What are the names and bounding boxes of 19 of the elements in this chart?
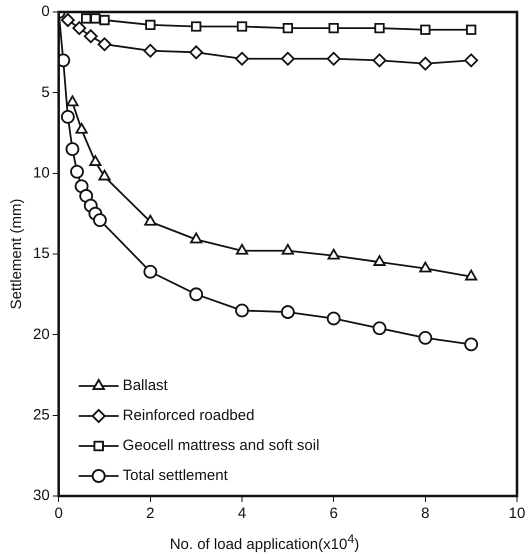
x-tick-label: 4 xyxy=(238,505,246,522)
y-tick-label: 25 xyxy=(32,406,50,424)
legend-label: Reinforced roadbed xyxy=(122,407,254,424)
x-axis-title: No. of load application(x10$^{4}$) xyxy=(168,532,360,553)
x-tick-label: 8 xyxy=(421,505,430,522)
y-tick-label: 15 xyxy=(32,245,50,262)
y-tick-label: 10 xyxy=(32,164,50,182)
y-tick-label: 0 xyxy=(41,3,50,20)
x-tick-label: 10 xyxy=(508,505,526,522)
y-tick-label: 5 xyxy=(41,84,50,101)
x-tick-label: 0 xyxy=(54,505,63,522)
legend-label: Total settlement xyxy=(122,467,229,484)
legend-label: Geocell mattress and soft soil xyxy=(122,437,320,454)
y-tick-label: 20 xyxy=(32,326,50,343)
x-tick-label: 2 xyxy=(146,505,155,522)
y-tick-label: 30 xyxy=(32,487,50,504)
legend-label: Ballast xyxy=(122,377,169,394)
x-tick-label: 6 xyxy=(330,505,338,522)
y-axis-title: Settlement (mm) xyxy=(8,198,26,310)
